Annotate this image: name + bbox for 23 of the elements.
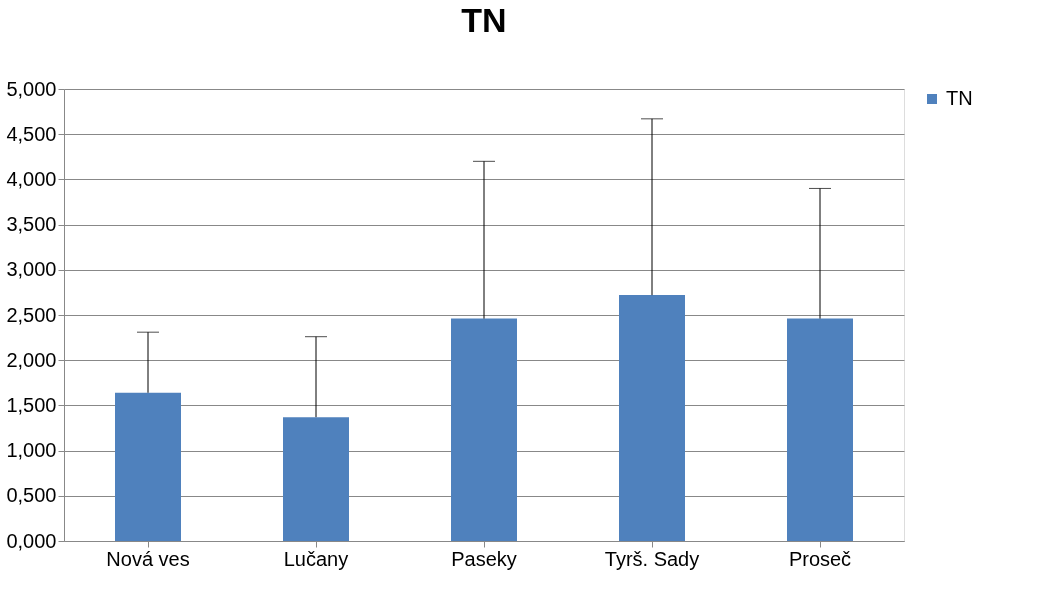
y-tick-label: 4,500 bbox=[6, 122, 57, 145]
y-tick-label: 1,500 bbox=[6, 393, 57, 416]
y-tick-label: 0,500 bbox=[6, 484, 57, 507]
y-tick-label: 5,000 bbox=[6, 77, 57, 100]
chart-title: TN bbox=[461, 1, 507, 39]
y-tick-label: 1,000 bbox=[6, 439, 57, 462]
y-tick-label: 2,000 bbox=[6, 348, 57, 371]
y-tick-label: 3,500 bbox=[6, 213, 57, 236]
x-tick-label: Tyrš. Sady bbox=[604, 547, 700, 570]
bar bbox=[787, 318, 853, 541]
bar bbox=[451, 318, 517, 541]
x-tick-label: Paseky bbox=[451, 547, 517, 570]
bar bbox=[283, 417, 349, 541]
x-tick-label: Nová ves bbox=[106, 547, 190, 570]
legend-label: TN bbox=[946, 87, 973, 109]
bar bbox=[115, 392, 181, 541]
y-tick-label: 3,000 bbox=[6, 258, 57, 281]
x-tick-label: Proseč bbox=[788, 547, 852, 570]
bar bbox=[619, 295, 685, 541]
y-tick-label: 4,000 bbox=[6, 167, 57, 190]
x-tick-label: Lučany bbox=[283, 547, 349, 570]
y-tick-label: 0,000 bbox=[6, 529, 57, 552]
y-tick-label: 2,500 bbox=[6, 303, 57, 326]
